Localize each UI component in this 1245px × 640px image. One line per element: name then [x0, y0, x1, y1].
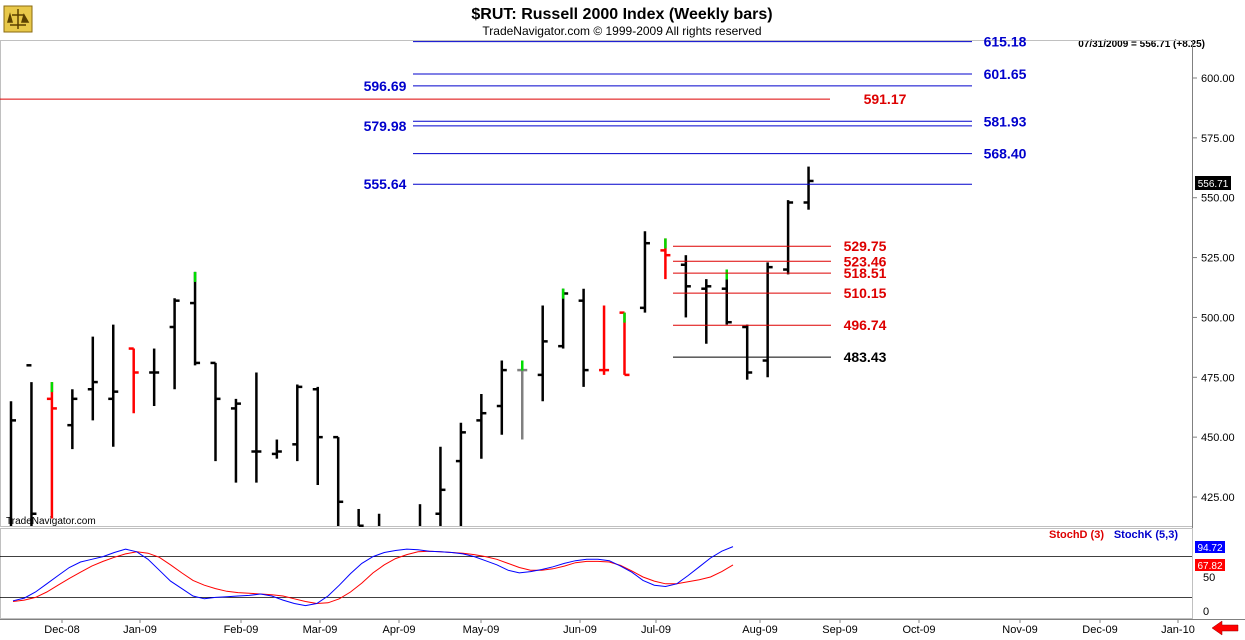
stochd-tag: 67.82 — [1195, 559, 1225, 572]
y-tick-label: 600.00 — [1201, 73, 1235, 85]
x-tick-label: Dec-09 — [1082, 624, 1117, 636]
y-tick-label: 500.00 — [1201, 312, 1235, 324]
ohlc-bar — [762, 262, 773, 378]
stochk-line — [12, 546, 734, 607]
ohlc-bar — [169, 298, 180, 390]
stochk-legend: StochK (5,3) — [1114, 529, 1179, 541]
ohlc-bar — [271, 439, 282, 459]
scroll-left-arrow-icon[interactable] — [1205, 620, 1245, 640]
x-tick-label: May-09 — [463, 624, 500, 636]
level-label: 581.93 — [984, 113, 1027, 129]
stochk-tag: 94.72 — [1195, 541, 1225, 554]
x-tick-label: Oct-09 — [902, 624, 935, 636]
level-label: 496.74 — [844, 317, 887, 333]
price-layer — [9, 166, 814, 527]
ohlc-bar — [230, 398, 241, 483]
copyright-text: TradeNavigator.com © 1999-2009 All right… — [482, 24, 761, 38]
ohlc-bar — [9, 401, 16, 526]
ohlc-bar — [435, 446, 446, 526]
level-label: 483.43 — [844, 349, 887, 365]
ohlc-bar — [558, 288, 569, 349]
ohlc-bar — [517, 360, 528, 440]
level-label: 568.40 — [984, 146, 1027, 162]
x-tick-label: Apr-09 — [382, 624, 415, 636]
chart-title: $RUT: Russell 2000 Index (Weekly bars) — [471, 6, 772, 23]
ohlc-bar — [639, 231, 650, 313]
ohlc-bar — [26, 364, 37, 526]
x-tick-label: Jun-09 — [563, 624, 597, 636]
stochk-value: 94.72 — [1197, 543, 1222, 554]
x-axis: Dec-08 Jan-09 Feb-09 Mar-09 Apr-09 May-09 Jun-… — [44, 619, 1195, 636]
ohlc-bar — [357, 508, 364, 527]
last-quote: 07/31/2009 = 556.71 (+8.25) — [1078, 39, 1205, 50]
stoch-panel — [0, 528, 1193, 619]
x-tick-label: Sep-09 — [822, 624, 857, 636]
level-label: 529.75 — [844, 238, 887, 254]
stoch-tick-label: 0 — [1203, 606, 1209, 618]
level-label: 579.98 — [364, 118, 407, 134]
last-price-tag: 556.71 — [1195, 176, 1231, 190]
ohlc-bar — [783, 200, 794, 275]
y-tick-label: 450.00 — [1201, 432, 1235, 444]
x-tick-label: Aug-09 — [742, 624, 777, 636]
x-tick-label: Jan-10 — [1161, 624, 1195, 636]
ohlc-bar — [333, 435, 344, 526]
x-tick-label: Jul-09 — [641, 624, 671, 636]
ohlc-bar — [619, 311, 630, 377]
ohlc-bar — [578, 288, 589, 387]
ohlc-bar — [537, 305, 548, 402]
level-layer: 615.18 601.65 596.69 591.17 581.93 579.98 568.… — [0, 34, 1027, 365]
ohlc-bar — [742, 324, 753, 380]
ohlc-bar — [455, 422, 466, 526]
ohlc-bar — [87, 336, 98, 421]
level-label: 591.17 — [864, 91, 907, 107]
level-label: 523.46 — [844, 253, 887, 269]
level-label: 596.69 — [364, 78, 407, 94]
x-tick-label: Dec-08 — [44, 624, 79, 636]
ohlc-bar — [251, 372, 262, 483]
y-tick-label: 550.00 — [1201, 193, 1235, 205]
y-tick-label: 525.00 — [1201, 253, 1235, 265]
y-tick-label: 475.00 — [1201, 372, 1235, 384]
ohlc-bar — [46, 382, 57, 519]
ohlc-bar — [680, 255, 691, 318]
level-label: 510.15 — [844, 285, 887, 301]
ohlc-bar — [721, 269, 732, 325]
app-logo — [3, 5, 33, 33]
watermark-text: TradeNavigator.com — [6, 516, 96, 527]
ohlc-bar — [149, 348, 160, 407]
x-tick-label: Jan-09 — [123, 624, 157, 636]
stochd-legend: StochD (3) — [1049, 529, 1104, 541]
ohlc-bar — [476, 394, 487, 459]
stochd-line — [12, 550, 734, 605]
level-label: 518.51 — [844, 265, 887, 281]
ohlc-bar — [312, 386, 323, 486]
stoch-tick-label: 50 — [1203, 572, 1215, 584]
x-tick-label: Mar-09 — [303, 624, 338, 636]
level-label: 601.65 — [984, 66, 1027, 82]
y-tick-label: 425.00 — [1201, 492, 1235, 504]
ohlc-bar — [701, 279, 712, 344]
ohlc-bar — [496, 360, 507, 435]
price-y-axis: 425.00 450.00 475.00 500.00 525.00 550.00 575.… — [1192, 73, 1235, 504]
level-label: 615.18 — [984, 34, 1027, 50]
ohlc-bar — [210, 361, 221, 462]
x-tick-label: Feb-09 — [224, 624, 259, 636]
stoch-layer: 50 0 — [0, 546, 1215, 618]
y-tick-label: 575.00 — [1201, 133, 1235, 145]
ohlc-bar — [292, 384, 303, 462]
ohlc-bar — [803, 166, 814, 210]
x-tick-label: Nov-09 — [1002, 624, 1037, 636]
ohlc-bar — [67, 389, 78, 450]
last-price-label: 556.71 — [1198, 179, 1229, 190]
ohlc-bar — [599, 305, 610, 375]
stochd-value: 67.82 — [1197, 561, 1222, 572]
ohlc-bar — [190, 271, 201, 366]
level-label: 555.64 — [364, 176, 407, 192]
ohlc-bar — [108, 324, 119, 447]
ohlc-bar — [660, 238, 671, 280]
ohlc-bar — [128, 347, 139, 414]
